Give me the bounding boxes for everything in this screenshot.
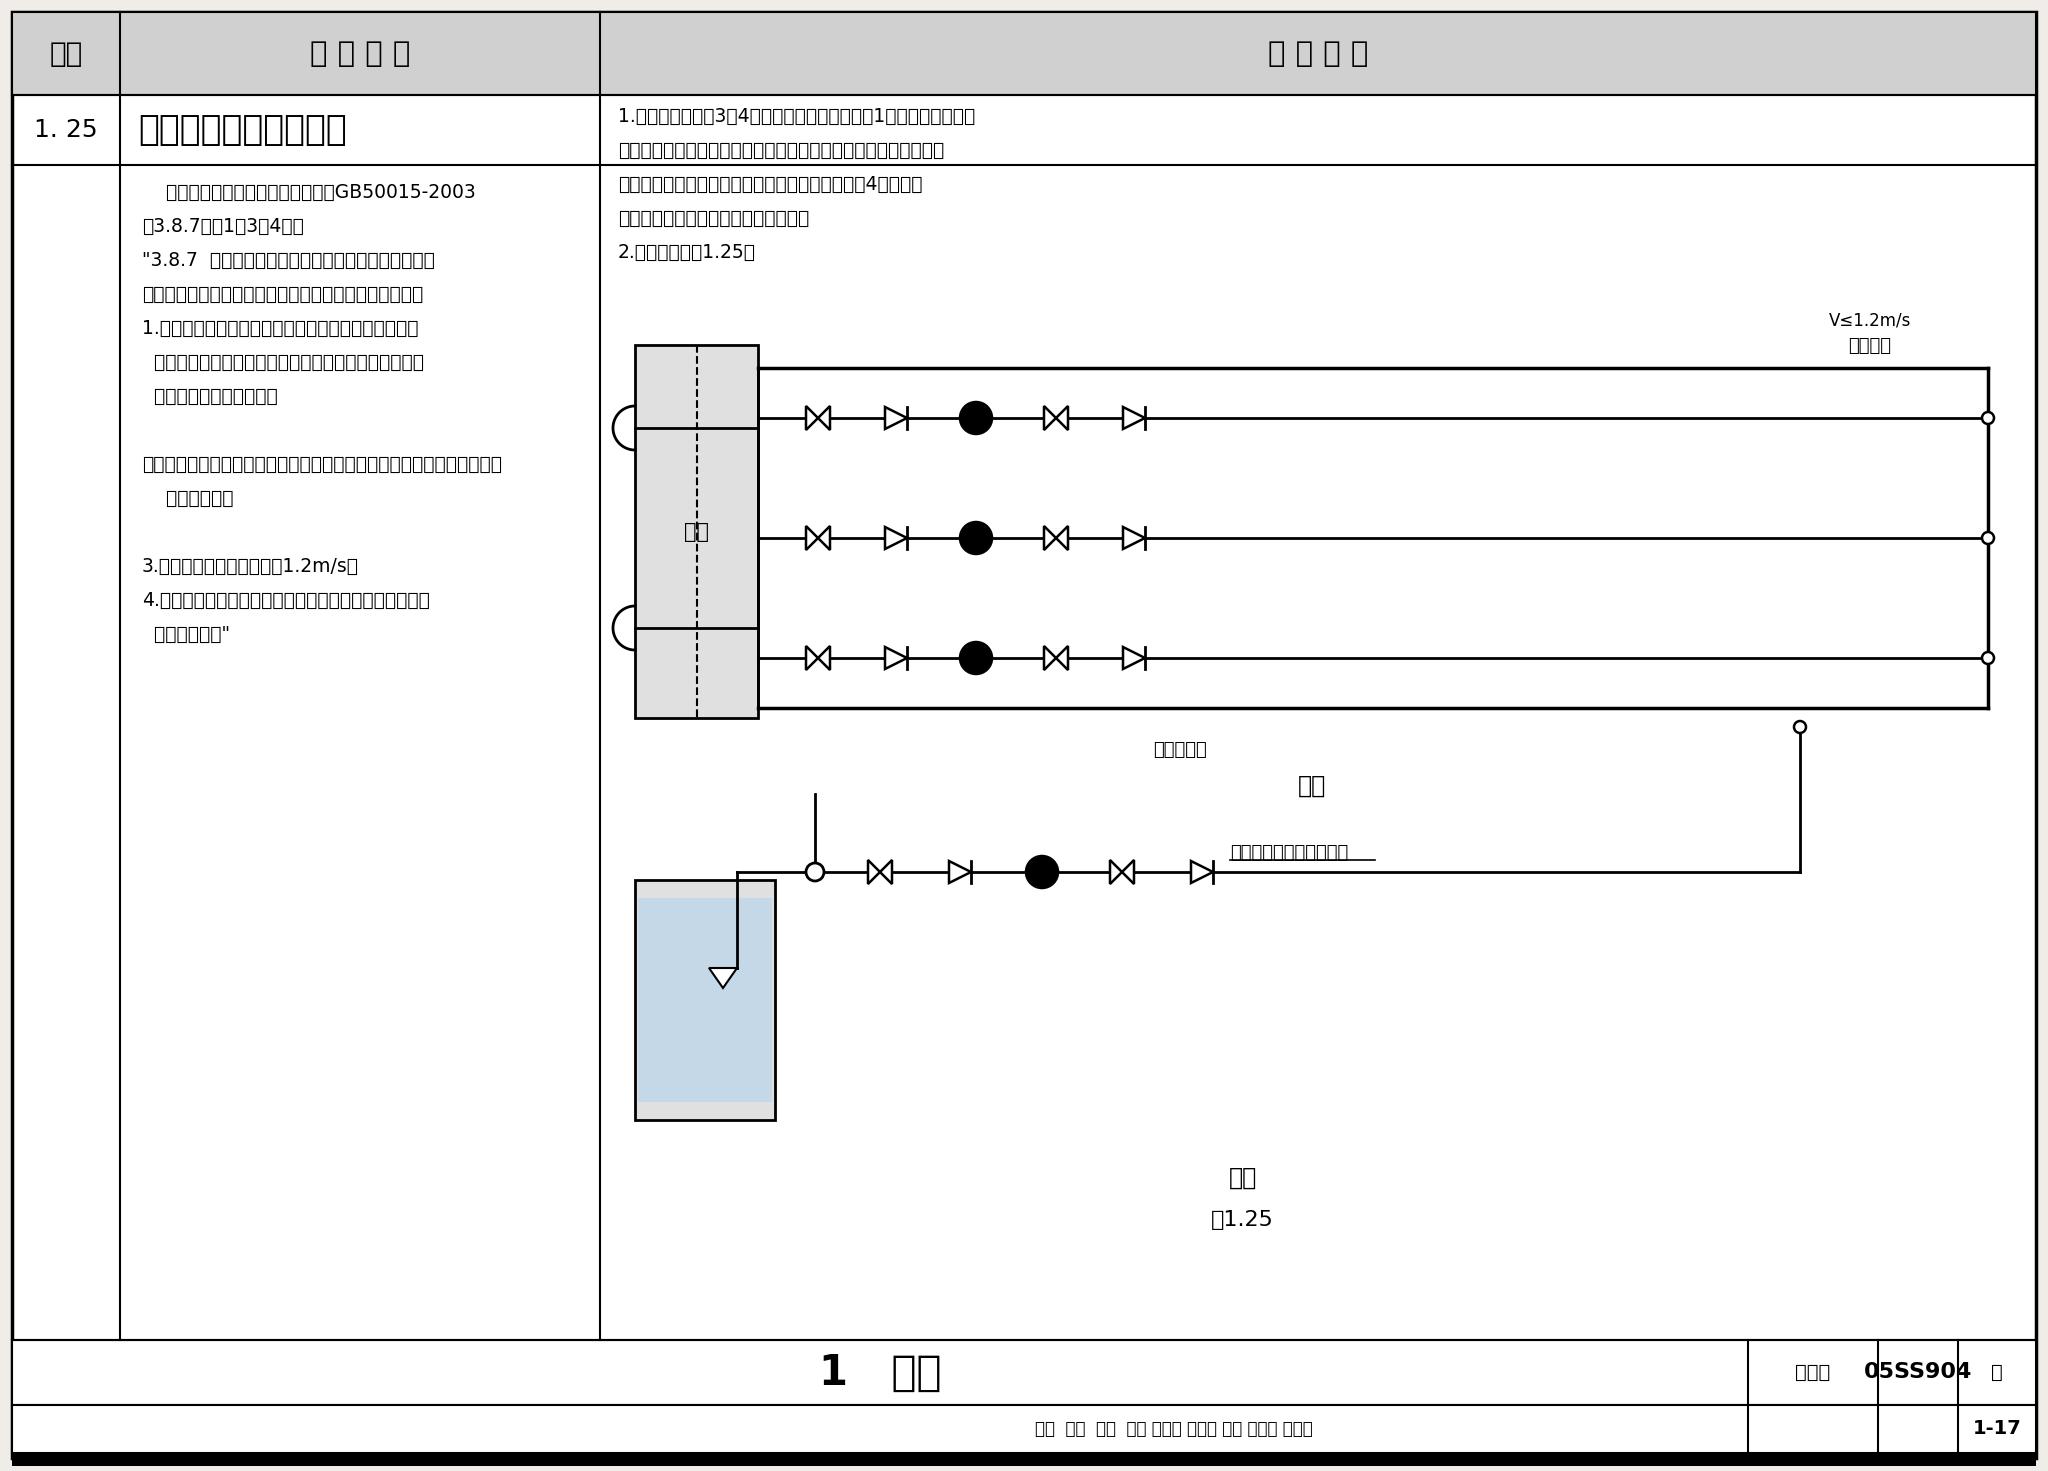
- Polygon shape: [817, 646, 829, 669]
- Text: 1. 25: 1. 25: [35, 118, 98, 143]
- Text: 1.吸水总管伸入水池的引水管不宜少于两条，当一条引: 1.吸水总管伸入水池的引水管不宜少于两条，当一条引: [141, 319, 418, 338]
- Text: 图1.25: 图1.25: [1210, 1211, 1274, 1230]
- Polygon shape: [885, 647, 907, 669]
- Polygon shape: [868, 861, 881, 884]
- Bar: [12, 12, 2036, 96]
- Text: 水泵吸水管: 水泵吸水管: [1153, 741, 1206, 759]
- Text: 图集号: 图集号: [1796, 1364, 1831, 1381]
- Text: 连接方式，会使吸水总管内积聚空气。: 连接方式，会使吸水总管内积聚空气。: [618, 209, 809, 228]
- Text: 05SS904: 05SS904: [1864, 1362, 1972, 1383]
- Text: 以上引水管。: 以上引水管。: [141, 488, 233, 507]
- Text: 1   给水: 1 给水: [819, 1352, 942, 1393]
- Polygon shape: [1057, 646, 1067, 669]
- Circle shape: [807, 863, 823, 881]
- Polygon shape: [1122, 527, 1145, 549]
- Polygon shape: [817, 406, 829, 430]
- Circle shape: [1794, 721, 1806, 733]
- Text: 吸水总管一般大于每台水泵的吸水管，如果不采取4款要求的: 吸水总管一般大于每台水泵的吸水管，如果不采取4款要求的: [618, 175, 922, 194]
- Text: 违反了《建筑给水排水设计规范》GB50015-2003: 违反了《建筑给水排水设计规范》GB50015-2003: [141, 182, 475, 202]
- Text: 3.吸水总管内的流速应小于1.2m/s。: 3.吸水总管内的流速应小于1.2m/s。: [141, 558, 358, 577]
- Text: 注：水池有独立的两个及以上的分格，每格有一条引水管，可视为有两条: 注：水池有独立的两个及以上的分格，每格有一条引水管，可视为有两条: [141, 455, 502, 474]
- Text: 2.改进措施见图1.25。: 2.改进措施见图1.25。: [618, 243, 756, 262]
- Text: 第3.8.7条第1、3、4款。: 第3.8.7条第1、3、4款。: [141, 218, 303, 235]
- Bar: [635, 346, 758, 718]
- Polygon shape: [1044, 527, 1057, 550]
- Circle shape: [1982, 652, 1995, 663]
- Text: 1.问题常发生在第3、4两款：由于设计流量未按1款规定，使吸水总: 1.问题常发生在第3、4两款：由于设计流量未按1款规定，使吸水总: [618, 107, 975, 127]
- Polygon shape: [1057, 527, 1067, 550]
- Text: "3.8.7  当每台水泵单独从水池吸水有困难时，可采用: "3.8.7 当每台水泵单独从水池吸水有困难时，可采用: [141, 252, 434, 271]
- Text: 审核  贾茗  要茗  校对 宿秀明 信言心 设计 孙绍履 孙绍院: 审核 贾茗 要茗 校对 宿秀明 信言心 设计 孙绍履 孙绍院: [1034, 1420, 1313, 1439]
- Circle shape: [1982, 533, 1995, 544]
- Text: 单独从吸水总管上自灌吸水，吸水总管应符合下列规定：: 单独从吸水总管上自灌吸水，吸水总管应符合下列规定：: [141, 285, 424, 304]
- Text: 4.水泵吸水管与吸水总管的连接，应采用管顶平接，或高: 4.水泵吸水管与吸水总管的连接，应采用管顶平接，或高: [141, 591, 430, 610]
- Circle shape: [1026, 856, 1059, 888]
- Polygon shape: [881, 861, 893, 884]
- Polygon shape: [709, 968, 737, 989]
- Bar: [635, 880, 774, 1119]
- Text: 页: 页: [1991, 1364, 2003, 1381]
- Text: 水池: 水池: [684, 522, 709, 541]
- Polygon shape: [885, 407, 907, 430]
- Polygon shape: [1192, 861, 1212, 883]
- Text: 剖面: 剖面: [1229, 1167, 1257, 1190]
- Text: 平面: 平面: [1296, 774, 1325, 797]
- Text: 改 进 措 施: 改 进 措 施: [1268, 40, 1368, 68]
- Text: 每条引水管上应设阀门。: 每条引水管上应设阀门。: [141, 387, 279, 406]
- Bar: [12, 1453, 2036, 1467]
- Bar: [12, 1340, 2036, 1405]
- Polygon shape: [807, 406, 817, 430]
- Polygon shape: [1057, 406, 1067, 430]
- Polygon shape: [1044, 406, 1057, 430]
- Text: 管管径设计小了，而流速过大，这样会引起水泵吸水时互相干扰。: 管管径设计小了，而流速过大，这样会引起水泵吸水时互相干扰。: [618, 141, 944, 160]
- Text: 管顶平接或高出管顶连接: 管顶平接或高出管顶连接: [1231, 844, 1348, 862]
- Polygon shape: [1044, 646, 1057, 669]
- Bar: [639, 897, 772, 1102]
- Circle shape: [1982, 412, 1995, 424]
- Polygon shape: [948, 861, 971, 883]
- Text: 常 见 问 题: 常 见 问 题: [309, 40, 410, 68]
- Text: V≤1.2m/s: V≤1.2m/s: [1829, 310, 1911, 330]
- Polygon shape: [885, 527, 907, 549]
- Polygon shape: [1122, 861, 1135, 884]
- Bar: [12, 1405, 2036, 1453]
- Polygon shape: [807, 527, 817, 550]
- Text: 水泵吸水总管设计不当: 水泵吸水总管设计不当: [137, 113, 346, 147]
- Circle shape: [961, 641, 991, 674]
- Text: 1-17: 1-17: [1972, 1420, 2021, 1439]
- Text: 序号: 序号: [49, 40, 82, 68]
- Text: 吸水总管: 吸水总管: [1849, 337, 1892, 355]
- Circle shape: [961, 402, 991, 434]
- Polygon shape: [1122, 407, 1145, 430]
- Polygon shape: [807, 646, 817, 669]
- Polygon shape: [1110, 861, 1122, 884]
- Text: 水管发生故障时，其余引水管应能通过全部设计流量。: 水管发生故障时，其余引水管应能通过全部设计流量。: [141, 353, 424, 372]
- Text: 出管顶连接。": 出管顶连接。": [141, 625, 229, 644]
- Polygon shape: [1122, 647, 1145, 669]
- Circle shape: [961, 522, 991, 555]
- Polygon shape: [817, 527, 829, 550]
